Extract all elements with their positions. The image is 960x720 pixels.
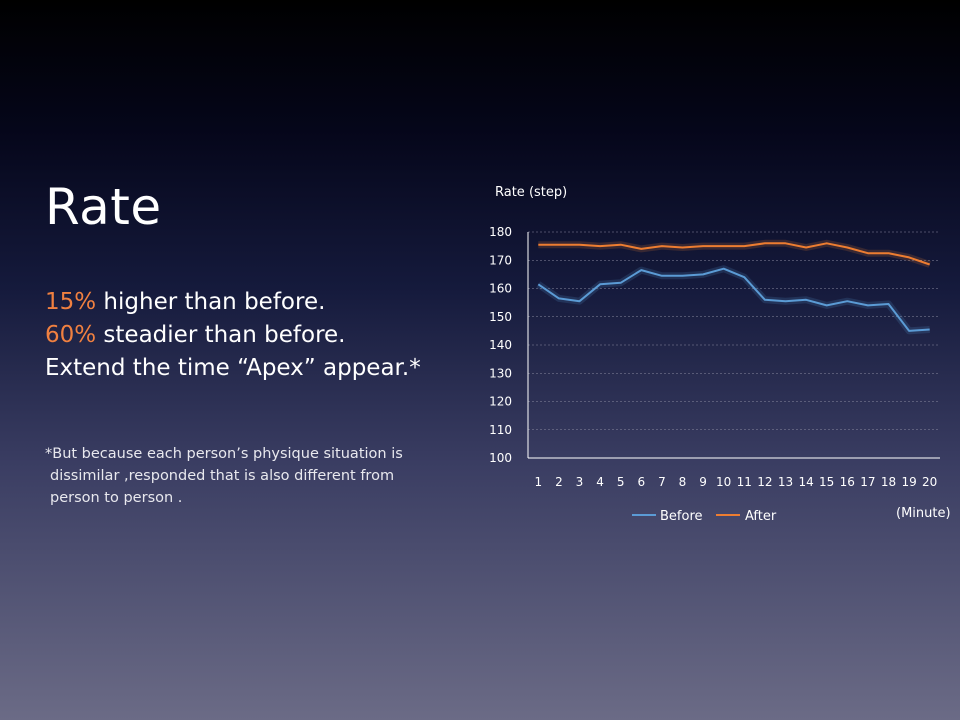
bullet-2: 60% steadier than before. [45, 319, 421, 352]
footnote-line-2: dissimilar ,responded that is also diffe… [50, 468, 395, 484]
x-tick-13: 13 [778, 475, 793, 489]
bullet-3: Extend the time “Apex” appear.* [45, 352, 421, 385]
y-tick-100: 100 [489, 451, 512, 465]
series-after-line [538, 242, 931, 266]
x-tick-8: 8 [679, 475, 687, 489]
footnote-line-3: person to person . [50, 490, 183, 506]
y-tick-150: 150 [489, 310, 512, 324]
grid-lines [528, 231, 940, 431]
bullet-2-text: steadier than before. [96, 322, 346, 348]
y-tick-160: 160 [489, 282, 512, 296]
x-tick-14: 14 [798, 475, 813, 489]
bullet-2-highlight: 60% [45, 322, 97, 348]
series-before-line [537, 267, 930, 332]
x-tick-7: 7 [658, 475, 666, 489]
x-tick-12: 12 [757, 475, 772, 489]
y-tick-180: 180 [489, 225, 512, 239]
x-tick-15: 15 [819, 475, 834, 489]
y-tick-labels: 100 110 120 130 140 150 160 170 180 [489, 225, 512, 465]
bullet-1-highlight: 15% [45, 289, 97, 315]
x-tick-20: 20 [922, 475, 937, 489]
legend-after-label: After [745, 509, 777, 524]
bullet-1: 15% higher than before. [45, 286, 421, 319]
x-tick-9: 9 [699, 475, 707, 489]
x-tick-labels: 1 2 3 4 5 6 7 8 9 10 11 12 13 14 15 16 17 18 19 20 [534, 475, 937, 489]
series-before-glow [536, 265, 930, 335]
x-tick-19: 19 [901, 475, 916, 489]
x-axis-unit-label: (Minute) [896, 506, 951, 521]
x-tick-18: 18 [881, 475, 896, 489]
x-tick-2: 2 [555, 475, 563, 489]
y-tick-120: 120 [489, 395, 512, 409]
x-tick-17: 17 [860, 475, 875, 489]
axes [527, 232, 940, 459]
footnote: *But because each person’s physique situ… [45, 443, 455, 509]
legend-before-label: Before [660, 509, 703, 524]
x-tick-1: 1 [534, 475, 542, 489]
x-tick-4: 4 [596, 475, 604, 489]
y-tick-110: 110 [489, 423, 512, 437]
series-lines [536, 239, 931, 335]
x-tick-11: 11 [737, 475, 752, 489]
bullet-1-text: higher than before. [96, 289, 326, 315]
bullet-list: 15% higher than before. 60% steadier tha… [45, 286, 421, 385]
x-tick-5: 5 [617, 475, 625, 489]
y-axis-title: Rate (step) [495, 185, 567, 200]
x-tick-10: 10 [716, 475, 731, 489]
x-tick-16: 16 [840, 475, 855, 489]
x-tick-6: 6 [637, 475, 645, 489]
y-tick-140: 140 [489, 338, 512, 352]
bullet-3-text: Extend the time “Apex” appear.* [45, 355, 421, 381]
y-tick-170: 170 [489, 253, 512, 267]
legend: Before After [632, 509, 777, 524]
y-tick-130: 130 [489, 366, 512, 380]
slide-title: Rate [45, 178, 162, 236]
footnote-line-1: *But because each person’s physique situ… [45, 446, 403, 462]
x-tick-3: 3 [576, 475, 584, 489]
